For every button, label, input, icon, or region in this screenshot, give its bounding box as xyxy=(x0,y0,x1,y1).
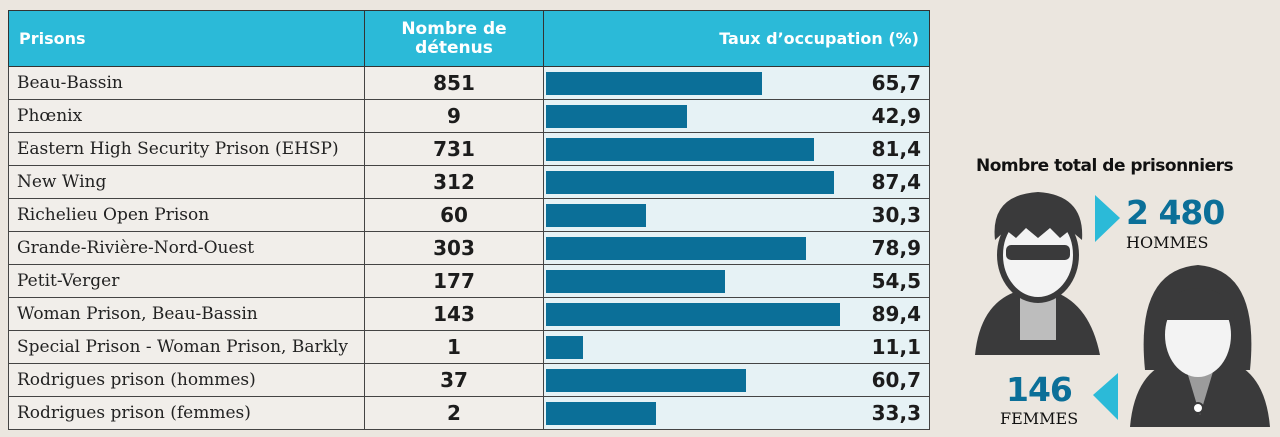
header-taux: Taux d’occupation (%) xyxy=(543,10,930,67)
detenus-value: 851 xyxy=(364,66,544,100)
detenus-value: 312 xyxy=(364,165,544,199)
detenus-value: 9 xyxy=(364,99,544,133)
prison-name: Beau-Bassin xyxy=(8,66,365,100)
table-row: Beau-Bassin 851 65,7 xyxy=(8,66,930,100)
femmes-label: FEMMES xyxy=(1000,409,1079,428)
table-row: Special Prison - Woman Prison, Barkly 1 … xyxy=(8,330,930,364)
detenus-value: 1 xyxy=(364,330,544,364)
detenus-value: 731 xyxy=(364,132,544,166)
taux-value: 11,1 xyxy=(871,335,921,359)
table-row: Grande-Rivière-Nord-Ouest 303 78,9 xyxy=(8,231,930,265)
prison-name: Rodrigues prison (hommes) xyxy=(8,363,365,397)
taux-cell: 87,4 xyxy=(543,165,930,199)
taux-bar xyxy=(546,402,656,425)
taux-bar xyxy=(546,105,688,128)
taux-cell: 11,1 xyxy=(543,330,930,364)
prison-name: Phœnix xyxy=(8,99,365,133)
hommes-count: 2 480 xyxy=(1126,193,1225,232)
table-row: Rodrigues prison (hommes) 37 60,7 xyxy=(8,363,930,397)
taux-value: 78,9 xyxy=(871,236,921,260)
taux-value: 42,9 xyxy=(871,104,921,128)
female-figure-icon xyxy=(1130,265,1270,427)
taux-cell: 89,4 xyxy=(543,297,930,331)
table-row: New Wing 312 87,4 xyxy=(8,165,930,199)
prison-name: Eastern High Security Prison (EHSP) xyxy=(8,132,365,166)
taux-bar xyxy=(546,171,834,194)
taux-value: 81,4 xyxy=(871,137,921,161)
taux-value: 54,5 xyxy=(871,269,921,293)
femmes-count: 146 xyxy=(1006,370,1073,409)
detenus-value: 2 xyxy=(364,396,544,430)
taux-cell: 30,3 xyxy=(543,198,930,232)
hommes-label: HOMMES xyxy=(1126,233,1209,252)
taux-value: 33,3 xyxy=(871,401,921,425)
totals-title: Nombre total de prisonniers xyxy=(976,156,1234,176)
taux-value: 89,4 xyxy=(871,302,921,326)
taux-bar xyxy=(546,72,763,95)
detenus-value: 177 xyxy=(364,264,544,298)
table-row: Petit-Verger 177 54,5 xyxy=(8,264,930,298)
taux-bar xyxy=(546,369,746,392)
arrow-right-icon xyxy=(1095,195,1120,242)
detenus-value: 37 xyxy=(364,363,544,397)
taux-value: 60,7 xyxy=(871,368,921,392)
totals-panel: Nombre total de prisonniers 2 480 HOMMES… xyxy=(940,130,1280,437)
prison-name: Grande-Rivière-Nord-Ouest xyxy=(8,231,365,265)
detenus-value: 303 xyxy=(364,231,544,265)
detenus-value: 60 xyxy=(364,198,544,232)
taux-cell: 81,4 xyxy=(543,132,930,166)
taux-value: 30,3 xyxy=(871,203,921,227)
prisoner-figures xyxy=(975,192,1270,427)
header-prisons: Prisons xyxy=(8,10,365,67)
prison-name: Petit-Verger xyxy=(8,264,365,298)
taux-cell: 54,5 xyxy=(543,264,930,298)
taux-value: 87,4 xyxy=(871,170,921,194)
arrow-left-icon xyxy=(1093,373,1118,420)
taux-bar xyxy=(546,237,806,260)
detenus-value: 143 xyxy=(364,297,544,331)
taux-cell: 42,9 xyxy=(543,99,930,133)
taux-value: 65,7 xyxy=(871,71,921,95)
taux-cell: 60,7 xyxy=(543,363,930,397)
taux-bar xyxy=(546,336,583,359)
prison-name: Woman Prison, Beau-Bassin xyxy=(8,297,365,331)
table-row: Woman Prison, Beau-Bassin 143 89,4 xyxy=(8,297,930,331)
taux-bar xyxy=(546,303,841,326)
taux-bar xyxy=(546,204,646,227)
table-row: Rodrigues prison (femmes) 2 33,3 xyxy=(8,396,930,430)
prison-name: Rodrigues prison (femmes) xyxy=(8,396,365,430)
prison-table: Prisons Nombre de détenus Taux d’occupat… xyxy=(8,10,930,430)
taux-cell: 33,3 xyxy=(543,396,930,430)
male-figure-icon xyxy=(975,192,1100,355)
taux-cell: 78,9 xyxy=(543,231,930,265)
taux-bar xyxy=(546,270,726,293)
table-row: Phœnix 9 42,9 xyxy=(8,99,930,133)
table-row: Richelieu Open Prison 60 30,3 xyxy=(8,198,930,232)
table-row: Eastern High Security Prison (EHSP) 731 … xyxy=(8,132,930,166)
taux-bar xyxy=(546,138,814,161)
prison-name: Richelieu Open Prison xyxy=(8,198,365,232)
prison-name: Special Prison - Woman Prison, Barkly xyxy=(8,330,365,364)
taux-cell: 65,7 xyxy=(543,66,930,100)
header-detenus: Nombre de détenus xyxy=(364,10,544,67)
prison-name: New Wing xyxy=(8,165,365,199)
